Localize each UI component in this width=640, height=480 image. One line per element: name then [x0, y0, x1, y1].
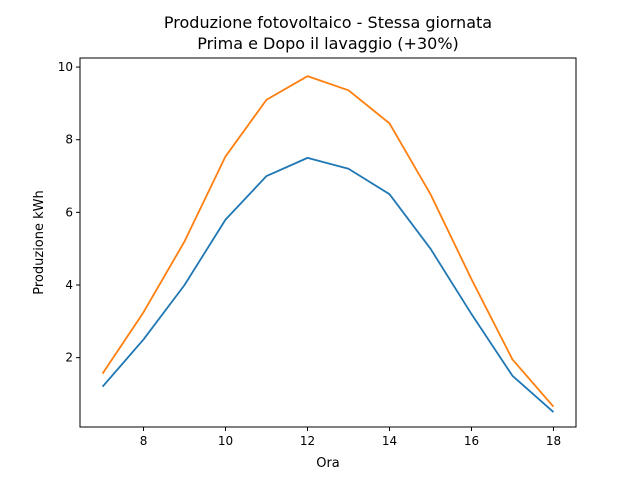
series-line-2	[101, 75, 555, 408]
x-tick-label: 10	[218, 434, 233, 448]
y-tick-label: 2	[65, 351, 73, 365]
y-axis-label: Produzione kWh	[32, 190, 47, 295]
ticks-layer: 8 10 12 14 16 18 2 4 6 8 10	[58, 60, 561, 448]
x-tick-label: 8	[140, 434, 148, 448]
chart-title-line-1: Produzione fotovoltaico - Stessa giornat…	[164, 13, 492, 32]
series-line-1	[101, 156, 555, 413]
y-tick-label: 6	[65, 205, 73, 219]
y-tick-label: 10	[58, 60, 73, 74]
x-tick-label: 16	[464, 434, 479, 448]
x-tick-label: 14	[382, 434, 397, 448]
x-axis-label: Ora	[316, 456, 340, 471]
y-tick-label: 8	[65, 133, 73, 147]
x-tick-label: 12	[300, 434, 315, 448]
plot-frame	[79, 57, 577, 428]
series-layer	[101, 75, 555, 413]
x-tick-label: 18	[546, 434, 561, 448]
chart-title-line-2: Prima e Dopo il lavaggio (+30%)	[197, 34, 459, 53]
y-tick-label: 4	[65, 278, 73, 292]
